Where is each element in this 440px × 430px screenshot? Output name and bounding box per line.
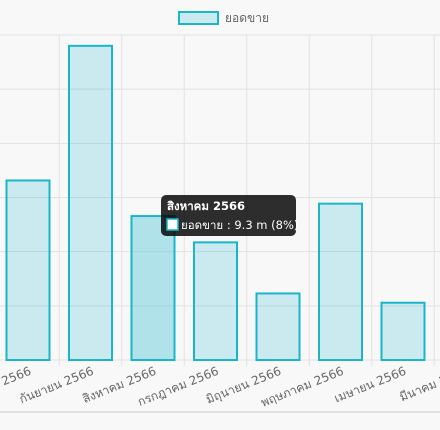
tooltip-body: ยอดขาย : 9.3 m (8%) bbox=[181, 218, 298, 232]
tooltip: สิงหาคม 2566 ยอดขาย : 9.3 m (8%) bbox=[161, 195, 298, 236]
bar bbox=[68, 44, 113, 361]
bar bbox=[5, 179, 51, 361]
tooltip-title: สิงหาคม 2566 bbox=[167, 199, 245, 213]
bar bbox=[380, 301, 426, 362]
legend-swatch[interactable] bbox=[178, 11, 219, 25]
x-tick-label: เมษายน 2566 bbox=[332, 364, 408, 406]
bar bbox=[193, 241, 238, 361]
bar bbox=[255, 292, 301, 362]
tooltip-box bbox=[161, 195, 296, 236]
bar bbox=[318, 202, 363, 361]
tooltip-swatch bbox=[166, 218, 179, 231]
legend-label[interactable]: ยอดขาย bbox=[225, 11, 269, 25]
bar bbox=[130, 215, 176, 361]
